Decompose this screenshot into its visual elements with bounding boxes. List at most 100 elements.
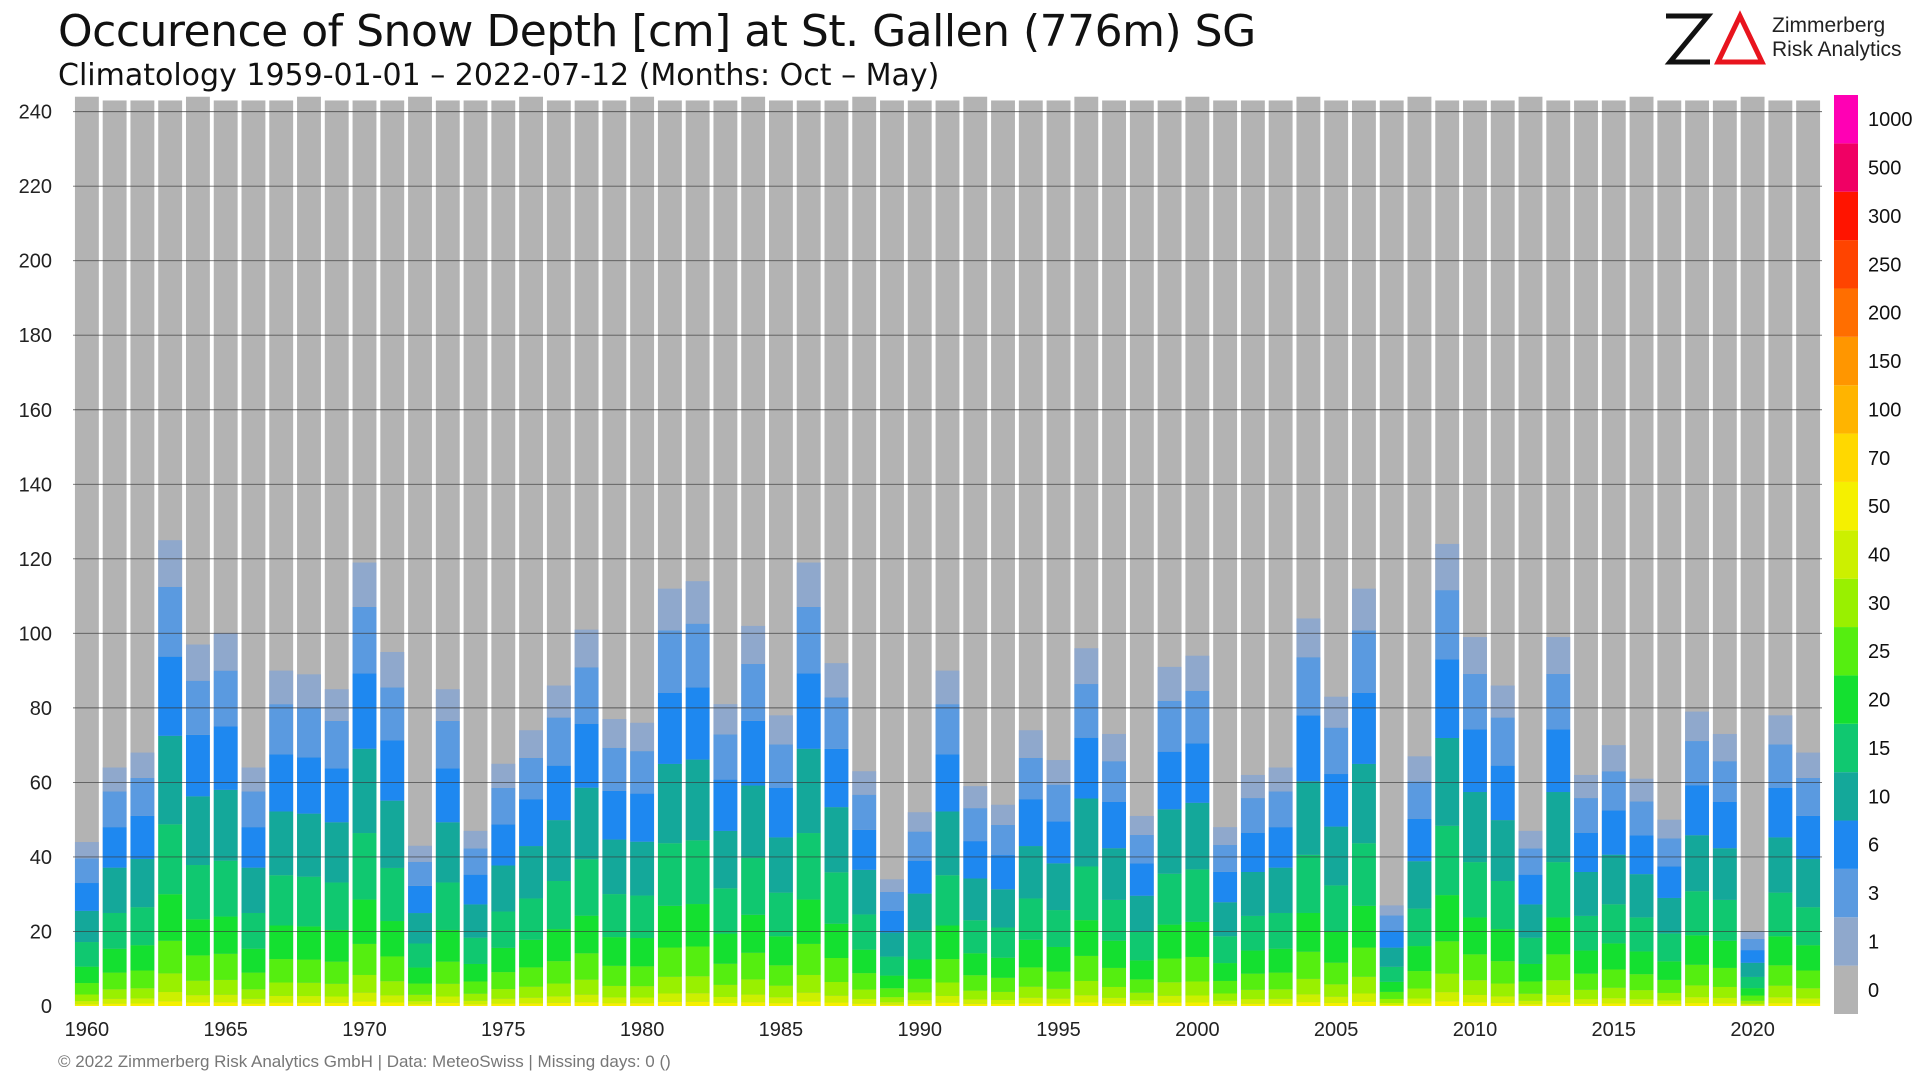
colorbar-swatch (1834, 772, 1858, 821)
x-tick-label: 1975 (481, 1019, 526, 1041)
snow-depth-segment (1102, 967, 1127, 987)
snow-depth-segment (491, 947, 516, 973)
snow-depth-segment (1407, 971, 1432, 989)
colorbar-label: 6 (1868, 835, 1879, 857)
snow-depth-segment (1685, 985, 1710, 998)
snow-depth-segment (1601, 810, 1626, 855)
snow-depth-segment (602, 747, 627, 791)
snow-depth-segment (963, 920, 988, 954)
snow-depth-segment (74, 883, 99, 911)
snow-depth-segment (74, 942, 99, 967)
snow-depth-segment (713, 963, 738, 985)
snow-depth-segment (1574, 798, 1598, 833)
snow-depth-segment (1629, 990, 1654, 1000)
snow-depth-segment (185, 919, 210, 956)
snow-depth-segment (574, 1002, 599, 1006)
snow-depth-segment (1740, 931, 1765, 939)
snow-depth-segment (1712, 733, 1737, 762)
snow-depth-segment (574, 979, 599, 995)
snow-depth-segment (1490, 983, 1515, 997)
snow-depth-segment (1296, 618, 1321, 658)
snow-depth-segment (435, 961, 460, 984)
snow-depth-segment (657, 976, 682, 994)
snow-depth-segment (1574, 915, 1598, 951)
snow-depth-segment (991, 977, 1015, 992)
snow-depth-segment (1102, 899, 1127, 941)
snow-depth-segment (1574, 832, 1598, 872)
snow-depth-segment (324, 961, 349, 984)
snow-depth-segment (935, 925, 960, 960)
snow-depth-segment (213, 789, 238, 861)
snow-depth-segment (685, 976, 710, 994)
snow-depth-segment (1518, 993, 1543, 1001)
snow-depth-segment (213, 1002, 238, 1006)
snow-depth-segment (713, 984, 738, 997)
snow-depth-segment (630, 986, 655, 998)
snow-depth-segment (1074, 955, 1099, 981)
y-tick-label: 40 (30, 847, 52, 869)
snow-depth-segment (130, 907, 155, 946)
snow-depth-segment (546, 820, 571, 882)
snow-depth-segment (907, 959, 932, 979)
snow-depth-segment (935, 995, 960, 1003)
colorbar-label: 3 (1868, 883, 1879, 905)
snow-depth-segment (1712, 940, 1737, 968)
snow-depth-segment (269, 875, 294, 926)
company-logo: Zimmerberg Risk Analytics (1660, 8, 1910, 68)
snow-depth-segment (324, 882, 349, 930)
snow-depth-segment (796, 992, 821, 1002)
snow-depth-segment (519, 997, 544, 1004)
snow-depth-segment (185, 734, 210, 797)
snow-depth-segment (1740, 976, 1765, 989)
snow-depth-segment (352, 1001, 377, 1006)
colorbar-swatch (1834, 675, 1858, 724)
snow-depth-segment (1213, 871, 1238, 903)
snow-depth-segment (1407, 781, 1432, 819)
snow-depth-segment (824, 982, 849, 996)
snow-depth-segment (213, 670, 238, 727)
snow-depth-segment (991, 824, 1015, 856)
snow-depth-segment (1129, 895, 1154, 932)
snow-depth-segment (1712, 899, 1737, 941)
snow-depth-segment (1157, 809, 1182, 874)
snow-depth-segment (991, 957, 1015, 978)
colorbar-swatch (1834, 191, 1858, 241)
snow-depth-segment (1351, 976, 1376, 994)
snow-depth-segment (685, 687, 710, 760)
snow-depth-segment (1129, 815, 1154, 835)
snow-depth-segment (435, 929, 460, 962)
snow-depth-segment (630, 966, 655, 987)
x-tick-label: 1980 (620, 1019, 665, 1041)
snow-depth-segment (1268, 1003, 1293, 1006)
snow-depth-segment (574, 953, 599, 980)
colorbar-swatch (1834, 95, 1858, 144)
snow-depth-segment (1796, 988, 1821, 999)
snow-depth-segment (1463, 792, 1487, 863)
snow-depth-segment (768, 936, 793, 966)
snow-depth-segment (297, 1002, 321, 1006)
snow-depth-segment (852, 949, 877, 974)
colorbar-swatch (1834, 481, 1858, 531)
snow-depth-segment (852, 794, 877, 830)
snow-depth-segment (796, 943, 821, 975)
snow-depth-segment (1768, 1003, 1793, 1006)
snow-depth-segment (824, 923, 849, 959)
y-tick-label: 140 (19, 474, 52, 496)
snow-depth-segment (1490, 881, 1515, 930)
snow-depth-segment (768, 744, 793, 788)
snow-depth-segment (1768, 997, 1793, 1004)
snow-depth-segment (463, 981, 488, 994)
snow-depth-segment (685, 623, 710, 688)
snow-depth-segment (185, 865, 210, 920)
snow-depth-segment (1657, 819, 1682, 839)
snow-depth-segment (713, 830, 738, 889)
y-tick-label: 240 (19, 102, 52, 124)
colorbar-swatch (1834, 240, 1858, 289)
snow-depth-segment (935, 811, 960, 876)
snow-depth-segment (1129, 834, 1154, 864)
colorbar-label: 500 (1868, 158, 1901, 180)
snow-depth-segment (408, 861, 432, 886)
snow-depth-segment (297, 813, 321, 877)
snow-depth-segment (1240, 1003, 1265, 1006)
